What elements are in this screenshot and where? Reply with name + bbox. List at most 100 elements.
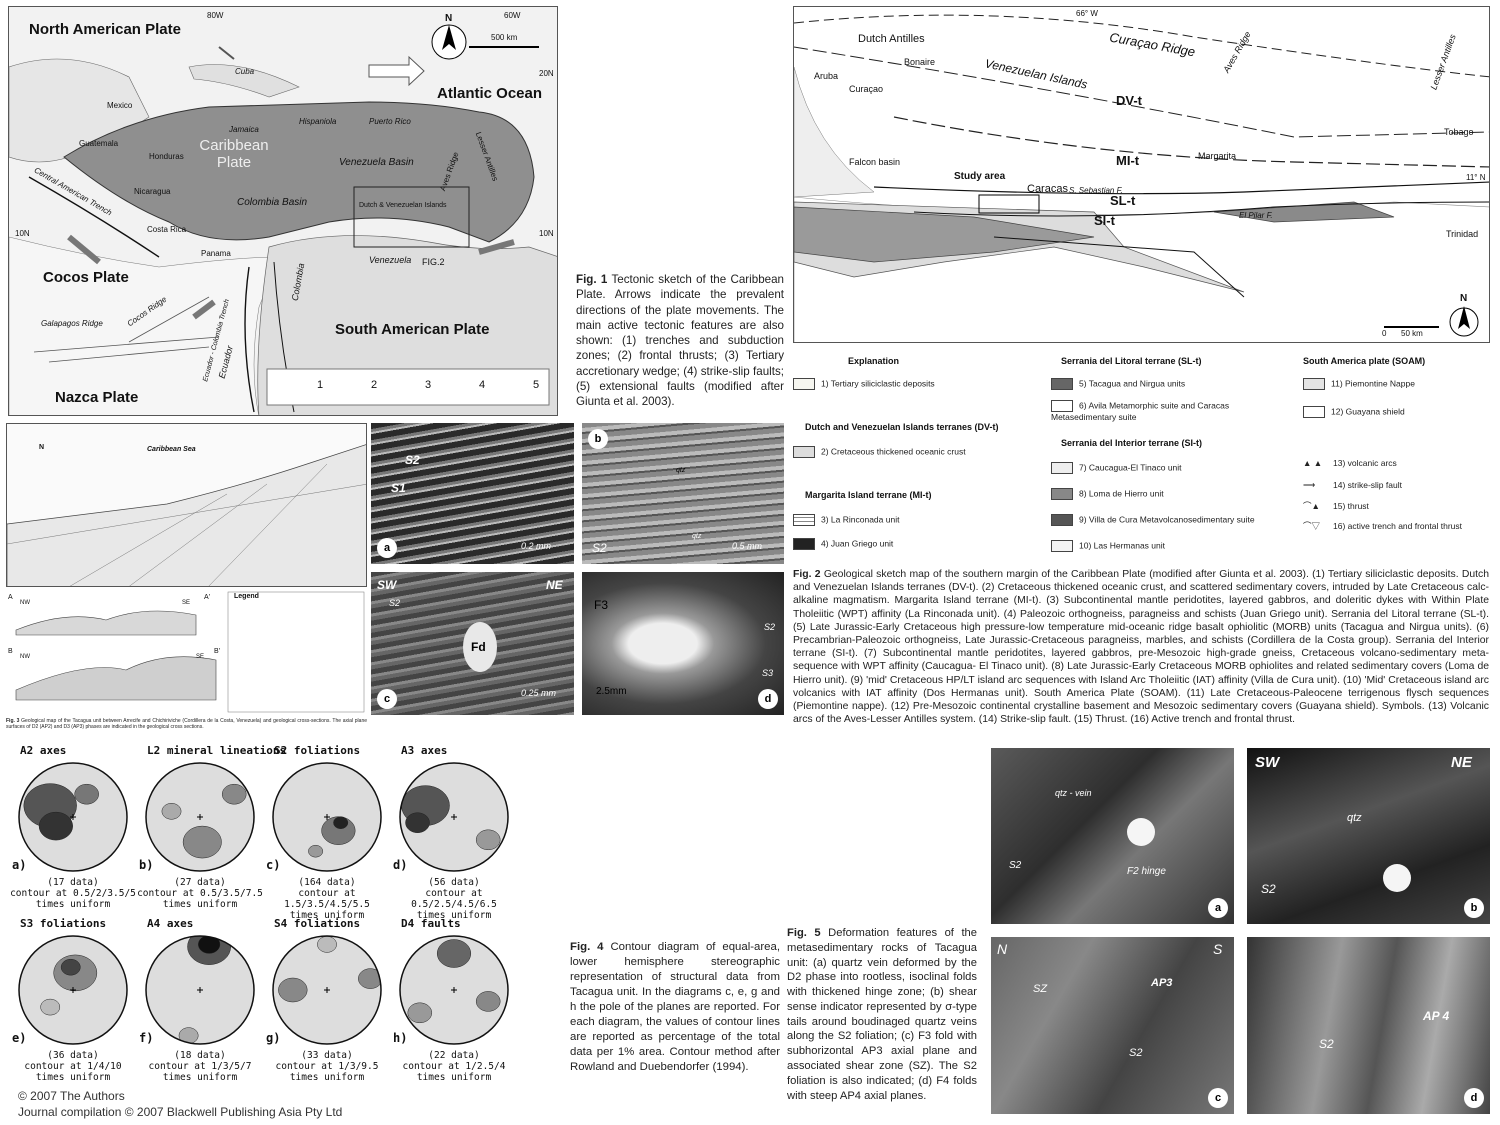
contour-patch xyxy=(198,936,221,954)
trinidad-label: Trinidad xyxy=(1446,229,1479,239)
contour-patch xyxy=(60,958,81,976)
field-a-s2: S2 xyxy=(1009,860,1022,871)
study-area-label: Study area xyxy=(954,171,1006,182)
fig1-map-graphic xyxy=(9,7,557,415)
dutch-antilles-label: Dutch Antilles xyxy=(858,33,925,45)
micro-c-ne: NE xyxy=(546,578,563,592)
place-galapagos-ridge: Galapagos Ridge xyxy=(41,319,103,328)
legend-num-4: 4 xyxy=(479,379,486,391)
plate-nazca: Nazca Plate xyxy=(55,389,139,406)
place-jamaica: Jamaica xyxy=(229,125,259,134)
legend-item-11: 11) Piemontine Nappe xyxy=(1303,378,1415,390)
mit-label: MI-t xyxy=(1116,153,1140,168)
slt-label: SL-t xyxy=(1110,193,1136,208)
curacao-label: Curaçao xyxy=(849,84,884,94)
coord-10n: 10N xyxy=(15,229,30,238)
micro-c-fd: Fd xyxy=(471,640,486,654)
stereonet-note: (164 data) contour at 1.5/3.5/4.5/5.5 time… xyxy=(284,877,370,921)
stereonet-letter: c) xyxy=(266,858,281,872)
fig3-sections: Legend A NW SE A' B NW SE B' xyxy=(6,590,367,716)
stereonet-diagram xyxy=(145,935,255,1045)
section-b-se: SE xyxy=(196,654,205,660)
aruba-label: Aruba xyxy=(814,71,839,81)
place-honduras: Honduras xyxy=(149,152,184,161)
section-a: A xyxy=(8,594,13,601)
field-c-s: S xyxy=(1213,941,1223,957)
micro-a-s1: S1 xyxy=(391,481,406,495)
section-b-nw: NW xyxy=(20,654,30,660)
place-mexico: Mexico xyxy=(107,101,133,110)
contour-patch xyxy=(74,783,99,805)
fig1-caption-label: Fig. 1 xyxy=(576,273,608,286)
lens-cap xyxy=(1383,864,1411,892)
stereonet-letter: e) xyxy=(12,1031,27,1045)
fig4-caption: Fig. 4 Contour diagram of equal-area, lo… xyxy=(570,940,780,1075)
lat-label: 11° N xyxy=(1466,173,1486,182)
fig5-caption-label: Fig. 5 xyxy=(787,927,821,939)
field-b-s2: S2 xyxy=(1261,882,1276,896)
field-b-qtz: qtz xyxy=(1347,812,1362,824)
plate-south-american: South American Plate xyxy=(335,321,490,338)
legend-item-2: 2) Cretaceous thickened oceanic crust xyxy=(793,446,966,458)
contour-patch xyxy=(436,939,472,968)
contour-patch xyxy=(161,803,182,820)
micro-photo-a: S2 S1 0.2 mm a xyxy=(371,423,574,564)
legend-symbol-16: ⌒▽ 16) active trench and frontal thrust xyxy=(1303,521,1462,531)
stereonet-diagram xyxy=(272,762,382,872)
place-puerto-rico: Puerto Rico xyxy=(369,117,411,126)
micro-a-scale: 0.2 mm xyxy=(521,541,552,551)
plate-caribbean: Caribbean Plate xyxy=(199,137,269,171)
field-d-s2: S2 xyxy=(1319,1037,1334,1051)
legend-item-7: 7) Caucagua-El Tinaco unit xyxy=(1051,462,1182,474)
stereonet-diagram xyxy=(272,935,382,1045)
fig2-map: 66° W 11° N Aruba Dutch Antilles Bonaire… xyxy=(793,6,1490,343)
stereonet-diagram xyxy=(399,762,509,872)
legend-item-9: 9) Villa de Cura Metavolcanosedimentary … xyxy=(1051,514,1255,526)
tobago-label: Tobago xyxy=(1444,127,1474,137)
contour-patch xyxy=(317,936,337,953)
contour-patch xyxy=(182,825,222,859)
coord-60w: 60W xyxy=(504,11,521,20)
san-sebastian-label: S. Sebastian F. xyxy=(1069,186,1123,195)
place-costa-rica: Costa Rica xyxy=(147,225,187,234)
micro-c-sw: SW xyxy=(377,578,397,592)
copyright-footer: © 2007 The Authors Journal compilation ©… xyxy=(18,1088,342,1120)
copyright-line: © 2007 The Authors xyxy=(18,1089,125,1103)
fig3-caption: Fig. 3 Geological map of the Tacagua uni… xyxy=(6,718,367,730)
scale-label: 50 km xyxy=(1401,329,1423,338)
micro-d-s2: S2 xyxy=(764,622,776,632)
field-a-hinge: F2 hinge xyxy=(1127,866,1166,877)
legend-swatch-9 xyxy=(1051,514,1073,526)
journal-line: Journal compilation © 2007 Blackwell Pub… xyxy=(18,1105,343,1120)
stereonet-title: A2 axes xyxy=(20,744,67,757)
fig2-legend: Explanation 1) Tertiary siliciclastic de… xyxy=(793,350,1493,565)
field-c-n: N xyxy=(997,941,1008,957)
legend-item-1: 1) Tertiary siliciclastic deposits xyxy=(793,378,935,390)
legend-num-5: 5 xyxy=(533,379,540,391)
fig1-caption-text: Tectonic sketch of the Caribbean Plate. … xyxy=(576,273,784,409)
fig2-caption: Fig. 2 Geological sketch map of the sout… xyxy=(793,568,1489,726)
legend-soam-head: South America plate (SOAM) xyxy=(1303,356,1426,366)
fig3-north: N xyxy=(39,444,45,451)
lon-label: 66° W xyxy=(1076,9,1098,18)
stereonet-title: S4 foliations xyxy=(274,917,361,930)
field-b-label: b xyxy=(1464,898,1484,918)
stereonet-title: D4 faults xyxy=(401,917,461,930)
fig5-caption-text: Deformation features of the metasediment… xyxy=(787,927,977,1102)
legend-swatch-11 xyxy=(1303,378,1325,390)
section-a-se: SE xyxy=(182,600,191,606)
legend-swatch-6 xyxy=(1051,400,1073,412)
fig1-map: North American Plate Atlantic Ocean Cari… xyxy=(8,6,558,416)
stereonet-letter: a) xyxy=(12,858,27,872)
micro-d-s3: S3 xyxy=(762,668,774,678)
stereonet-note: (22 data) contour at 1/2.5/4 times uniform xyxy=(402,1050,506,1083)
legend-mit-head: Margarita Island terrane (MI-t) xyxy=(805,490,932,500)
contour-patch xyxy=(333,816,349,829)
contour-patch xyxy=(475,829,501,851)
fig3-map-graphic xyxy=(7,444,366,586)
field-b-sw: SW xyxy=(1255,754,1280,771)
fig2-map-graphic xyxy=(794,14,1489,342)
micro-b-qtz2: qtz xyxy=(692,533,702,540)
field-a-label: a xyxy=(1208,898,1228,918)
contour-patch xyxy=(475,991,501,1012)
